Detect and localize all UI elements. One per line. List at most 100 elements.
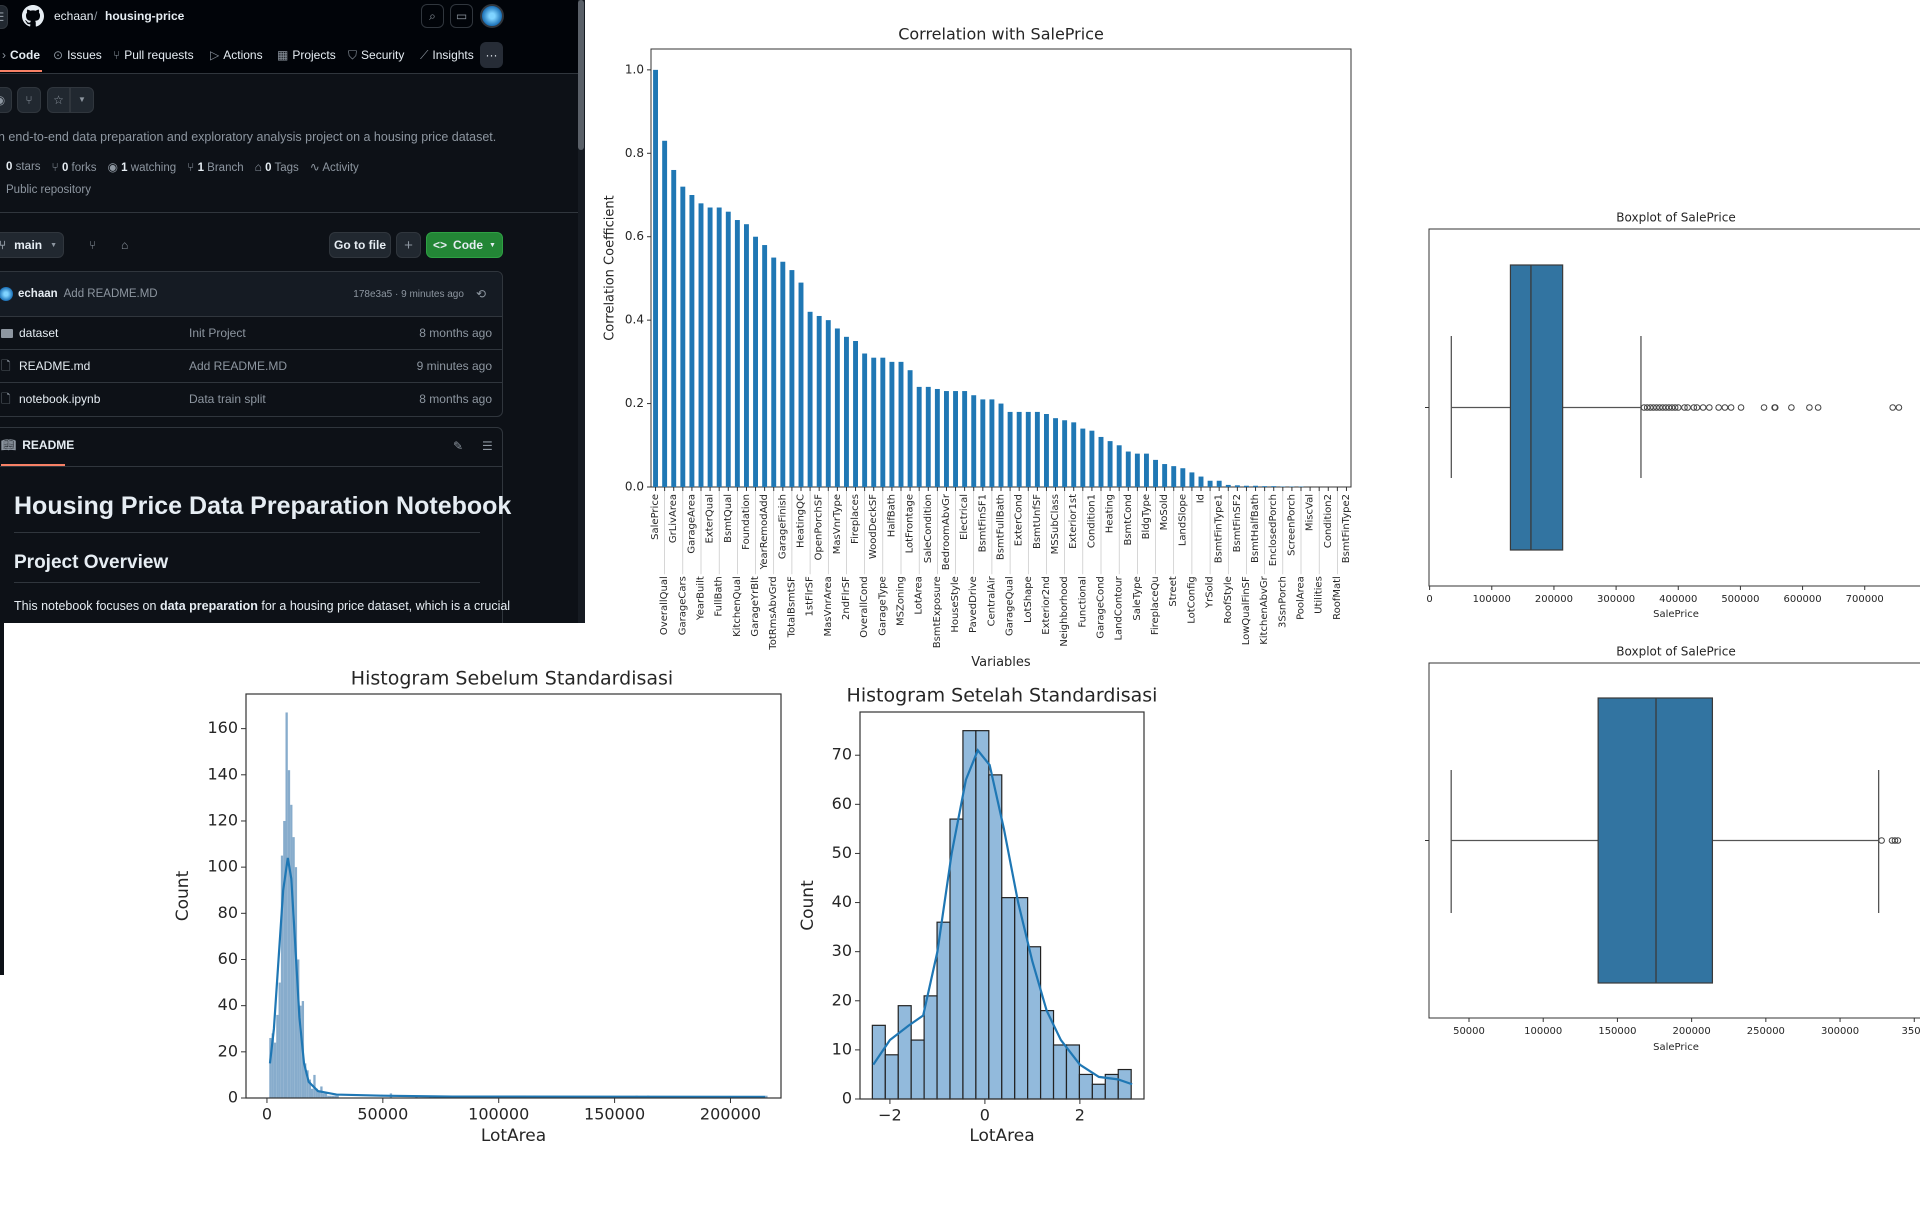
fork-icon: ⑂ <box>25 93 33 107</box>
eye-icon: ◉ <box>0 94 5 106</box>
outlier-point <box>1814 404 1822 411</box>
file-commit-message[interactable]: Add README.MD <box>189 359 288 373</box>
bar <box>662 140 668 487</box>
x-tick-label: BsmtExposure <box>932 576 943 648</box>
file-name[interactable]: notebook.ipynb <box>19 392 101 406</box>
bar <box>689 195 695 487</box>
histogram-bar <box>324 1093 328 1098</box>
x-tick-label: MSSubClass <box>1050 494 1061 554</box>
x-tick-label: BsmtQual <box>723 494 734 543</box>
file-commit-message[interactable]: Init Project <box>189 326 246 340</box>
file-row[interactable]: 🗋 README.md Add README.MD 9 minutes ago <box>0 349 502 382</box>
histogram-bar <box>1014 897 1029 1100</box>
histogram-bar <box>1039 1009 1055 1100</box>
branches-link[interactable]: ⑂ 1 Branch <box>187 161 243 174</box>
star-dropdown-button[interactable]: ▼ <box>70 87 94 113</box>
commit-author[interactable]: echaan <box>18 288 58 300</box>
bar <box>1162 464 1168 487</box>
histogram-bar <box>910 1039 925 1100</box>
divider <box>0 73 585 74</box>
tags-link[interactable]: ⌂ 0 Tags <box>255 161 299 174</box>
add-file-button[interactable]: + <box>396 232 421 258</box>
tab-issues[interactable]: ⊙ Issues <box>53 46 102 64</box>
bar <box>1016 411 1022 487</box>
divider <box>0 212 585 213</box>
bar <box>698 203 704 488</box>
github-logo-icon[interactable] <box>22 5 44 27</box>
tab-pull-requests[interactable]: ⑂ Pull requests <box>113 46 194 64</box>
bar <box>762 245 768 487</box>
tags-icon[interactable]: ⌂ <box>121 238 129 252</box>
histogram-bar <box>329 1095 332 1098</box>
forks-link[interactable]: ⑂ 0 forks <box>52 161 97 174</box>
menu-button[interactable]: ☰ <box>0 5 8 29</box>
activity-link[interactable]: ∿ Activity <box>310 161 359 174</box>
code-button[interactable]: <> Code ▼ <box>426 232 503 258</box>
outline-list-icon[interactable]: ☰ <box>482 439 493 453</box>
watching-link[interactable]: ◉ 1 watching <box>107 161 176 174</box>
bar <box>1244 485 1249 487</box>
bar <box>1180 468 1186 487</box>
x-tick-label: FireplaceQu <box>1150 576 1161 635</box>
tab-actions[interactable]: ▷ Actions <box>210 46 263 64</box>
readme-tab[interactable]: 📖︎ README <box>1 438 74 452</box>
outlier-point <box>1662 404 1670 411</box>
user-avatar[interactable] <box>480 4 504 28</box>
active-tab-underline <box>0 70 42 72</box>
file-name[interactable]: README.md <box>19 359 91 373</box>
tab-code[interactable]: › Code <box>2 46 40 64</box>
more-tabs-button[interactable]: ··· <box>480 42 503 68</box>
tab-projects[interactable]: ▦ Projects <box>277 46 336 64</box>
bar <box>889 361 895 487</box>
histogram-bar <box>276 1014 279 1098</box>
fork-button[interactable]: ⑂ <box>17 87 41 113</box>
history-icon[interactable]: ⟲ <box>475 287 486 301</box>
histogram-bar <box>765 1095 768 1098</box>
scrollbar-thumb[interactable] <box>578 0 584 150</box>
x-tick-label: Street <box>1168 576 1179 606</box>
readme-paragraph: This notebook focuses on data preparatio… <box>14 599 510 613</box>
file-row[interactable]: dataset Init Project 8 months ago <box>0 316 502 349</box>
scrollbar-track[interactable] <box>578 0 585 623</box>
x-tick-label: RoofStyle <box>1223 576 1234 623</box>
commit-message[interactable]: Add README.MD <box>63 288 158 300</box>
file-name[interactable]: dataset <box>19 326 59 340</box>
window-edge <box>0 623 4 975</box>
bar <box>1207 480 1213 487</box>
bar <box>1262 486 1268 487</box>
commit-author-avatar <box>0 287 13 301</box>
branches-icon[interactable]: ⑂ <box>89 238 97 252</box>
outlier-point <box>1721 404 1729 411</box>
stars-link[interactable]: 0 stars <box>6 161 41 174</box>
tab-insights[interactable]: ⟋ Insights <box>420 46 474 64</box>
x-tick-label: 200000 <box>1535 594 1573 605</box>
file-commit-message[interactable]: Data train split <box>189 392 266 406</box>
x-tick-label: 500000 <box>1721 594 1759 605</box>
go-to-file-button[interactable]: Go to file <box>329 232 391 258</box>
x-tick-label: GarageCars <box>677 576 688 635</box>
star-button[interactable]: ☆ <box>47 87 70 113</box>
y-tick-label: 160 <box>207 718 238 737</box>
histogram-bar <box>299 1005 302 1098</box>
bar <box>1134 453 1140 487</box>
search-button[interactable]: ⌕ <box>421 4 444 28</box>
bar <box>925 386 931 487</box>
edit-pencil-icon[interactable]: ✎ <box>453 439 464 453</box>
repo-owner-link[interactable]: echaan <box>54 9 94 23</box>
outlier-point <box>1878 837 1885 844</box>
x-tick-label: 150000 <box>584 1105 645 1124</box>
paragraph-bold-text: data preparation <box>159 599 258 613</box>
tab-security[interactable]: ⛉ Security <box>348 46 404 64</box>
watch-button[interactable]: ◉ <box>0 87 12 113</box>
commit-meta[interactable]: 178e3a5 · 9 minutes ago <box>353 288 464 300</box>
branch-select[interactable]: ⑂ main ▼ <box>0 232 64 258</box>
y-tick-label: 40 <box>832 892 852 911</box>
x-tick-label: BsmtFullBath <box>996 494 1007 560</box>
repo-name-link[interactable]: housing-price <box>105 9 185 23</box>
file-row[interactable]: 🗋 notebook.ipynb Data train split 8 months … <box>0 382 502 415</box>
tags-count: 0 <box>265 162 272 174</box>
x-tick-label: BsmtFinType1 <box>1214 494 1225 563</box>
inbox-button[interactable]: ▭ <box>450 4 473 28</box>
outlier-point <box>1771 404 1779 411</box>
